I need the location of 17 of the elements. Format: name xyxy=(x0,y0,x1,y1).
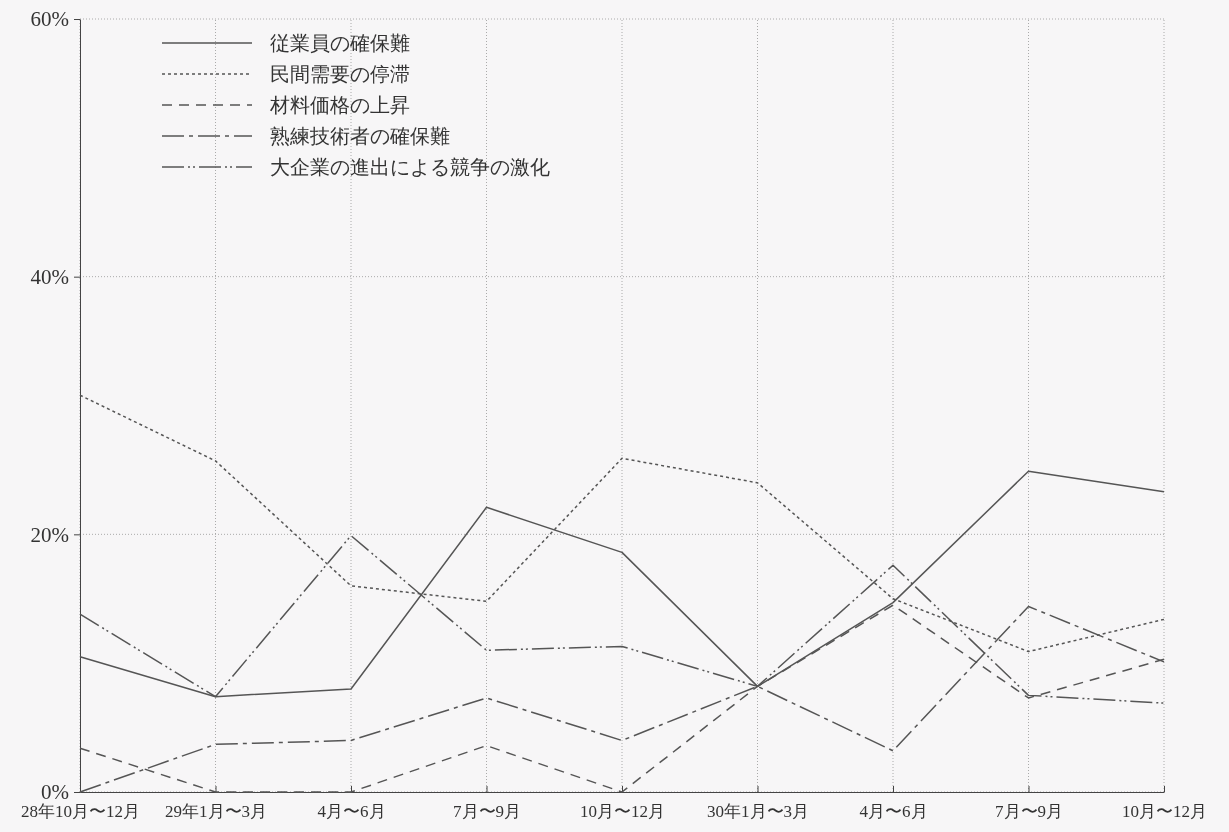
x-tick-label: 30年1月〜3月 xyxy=(707,802,809,822)
x-tick-label: 4月〜6月 xyxy=(859,802,928,822)
legend-label: 材料価格の上昇 xyxy=(269,94,410,116)
legend-label: 従業員の確保難 xyxy=(270,32,410,54)
x-tick-label: 7月〜9月 xyxy=(453,802,521,822)
x-tick-label: 4月〜6月 xyxy=(317,802,386,822)
y-tick-label: 60% xyxy=(30,7,69,32)
legend-label: 大企業の進出による競争の激化 xyxy=(270,156,550,178)
legend-label: 熟練技術者の確保難 xyxy=(270,125,450,147)
x-tick-label: 7月〜9月 xyxy=(995,802,1063,822)
x-tick-label: 10月〜12月 xyxy=(580,802,665,822)
y-tick-label: 20% xyxy=(30,522,69,547)
x-tick-label: 29年1月〜3月 xyxy=(165,802,267,822)
x-tick-label: 28年10月〜12月 xyxy=(21,802,140,822)
y-tick-label: 40% xyxy=(30,264,69,289)
x-tick-label: 10月〜12月 xyxy=(1122,802,1207,822)
legend-label: 民間需要の停滞 xyxy=(270,63,410,85)
